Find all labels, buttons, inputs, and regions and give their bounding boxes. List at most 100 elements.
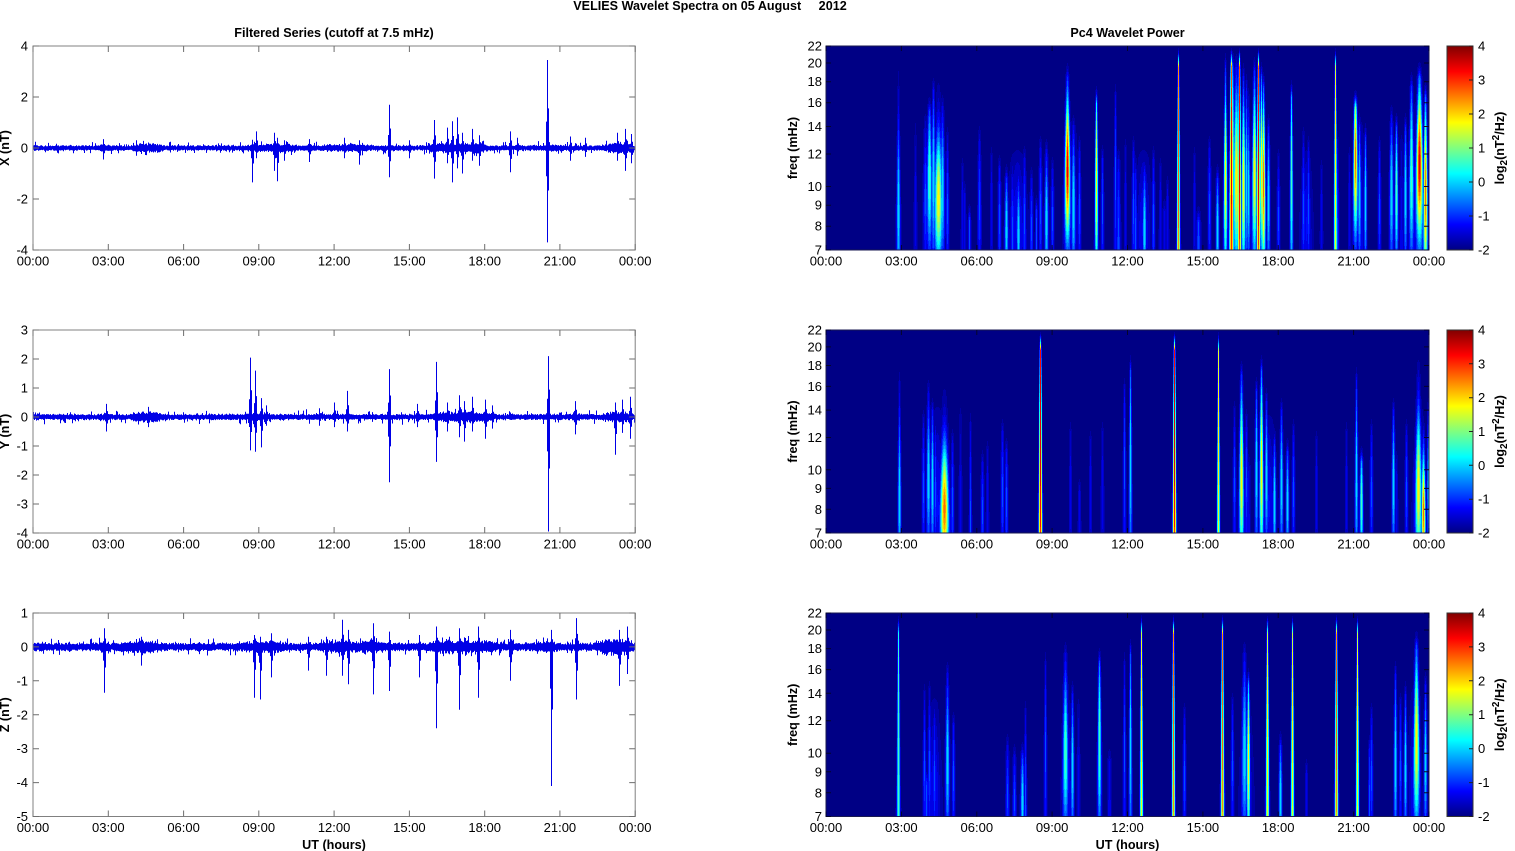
svg-text:22: 22 bbox=[808, 39, 822, 54]
svg-text:1: 1 bbox=[21, 381, 28, 396]
svg-text:-5: -5 bbox=[16, 809, 28, 824]
svg-text:12:00: 12:00 bbox=[318, 820, 351, 835]
svg-text:0: 0 bbox=[21, 410, 28, 425]
svg-text:20: 20 bbox=[808, 339, 822, 354]
svg-text:Z (nT): Z (nT) bbox=[0, 697, 12, 732]
svg-text:12: 12 bbox=[808, 430, 822, 445]
svg-text:3: 3 bbox=[1478, 639, 1485, 654]
svg-text:12:00: 12:00 bbox=[318, 254, 351, 269]
svg-text:3: 3 bbox=[1478, 73, 1485, 88]
svg-text:20: 20 bbox=[808, 623, 822, 638]
svg-text:-3: -3 bbox=[16, 497, 28, 512]
svg-text:15:00: 15:00 bbox=[1187, 820, 1220, 835]
svg-text:0: 0 bbox=[21, 639, 28, 654]
svg-text:-4: -4 bbox=[16, 526, 28, 541]
svg-text:10: 10 bbox=[808, 179, 822, 194]
svg-text:-3: -3 bbox=[16, 741, 28, 756]
svg-text:freq (mHz): freq (mHz) bbox=[786, 400, 800, 462]
svg-text:2: 2 bbox=[21, 90, 28, 105]
svg-text:15:00: 15:00 bbox=[393, 254, 426, 269]
svg-text:16: 16 bbox=[808, 379, 822, 394]
svg-text:Filtered Series (cutoff at 7.5: Filtered Series (cutoff at 7.5 mHz) bbox=[234, 26, 433, 40]
svg-text:12:00: 12:00 bbox=[318, 537, 351, 552]
svg-text:09:00: 09:00 bbox=[243, 537, 276, 552]
svg-text:06:00: 06:00 bbox=[167, 254, 200, 269]
svg-text:4: 4 bbox=[1478, 39, 1485, 54]
svg-text:00:00: 00:00 bbox=[17, 820, 50, 835]
svg-text:VELIES Wavelet Spectra on 05 A: VELIES Wavelet Spectra on 05 August 2012 bbox=[573, 0, 846, 13]
svg-text:21:00: 21:00 bbox=[544, 537, 577, 552]
svg-text:1: 1 bbox=[1478, 707, 1485, 722]
svg-text:09:00: 09:00 bbox=[243, 254, 276, 269]
svg-text:16: 16 bbox=[808, 662, 822, 677]
svg-text:Y (nT): Y (nT) bbox=[0, 414, 12, 449]
svg-text:log2(nT2/Hz): log2(nT2/Hz) bbox=[1491, 112, 1510, 185]
svg-text:00:00: 00:00 bbox=[17, 254, 50, 269]
svg-text:4: 4 bbox=[1478, 323, 1485, 338]
svg-text:14: 14 bbox=[808, 403, 822, 418]
svg-text:-1: -1 bbox=[16, 439, 28, 454]
svg-text:UT (hours): UT (hours) bbox=[302, 838, 366, 851]
svg-text:03:00: 03:00 bbox=[92, 537, 125, 552]
svg-text:2: 2 bbox=[1478, 390, 1485, 405]
svg-text:22: 22 bbox=[808, 323, 822, 338]
svg-text:7: 7 bbox=[815, 243, 822, 258]
svg-text:-2: -2 bbox=[16, 707, 28, 722]
svg-text:18: 18 bbox=[808, 641, 822, 656]
svg-text:15:00: 15:00 bbox=[1187, 537, 1220, 552]
svg-text:00:00: 00:00 bbox=[810, 537, 843, 552]
svg-text:00:00: 00:00 bbox=[619, 820, 652, 835]
svg-text:18:00: 18:00 bbox=[468, 820, 501, 835]
svg-text:14: 14 bbox=[808, 686, 822, 701]
svg-text:18:00: 18:00 bbox=[468, 254, 501, 269]
svg-text:00:00: 00:00 bbox=[810, 254, 843, 269]
svg-text:18:00: 18:00 bbox=[1262, 254, 1295, 269]
svg-text:06:00: 06:00 bbox=[167, 537, 200, 552]
svg-text:20: 20 bbox=[808, 56, 822, 71]
svg-text:2: 2 bbox=[1478, 673, 1485, 688]
svg-text:00:00: 00:00 bbox=[810, 820, 843, 835]
svg-text:15:00: 15:00 bbox=[1187, 254, 1220, 269]
svg-text:15:00: 15:00 bbox=[393, 537, 426, 552]
svg-text:18:00: 18:00 bbox=[1262, 537, 1295, 552]
svg-text:1: 1 bbox=[21, 606, 28, 621]
svg-text:-1: -1 bbox=[1478, 775, 1490, 790]
svg-text:1: 1 bbox=[1478, 141, 1485, 156]
svg-text:10: 10 bbox=[808, 462, 822, 477]
svg-text:03:00: 03:00 bbox=[92, 254, 125, 269]
svg-text:00:00: 00:00 bbox=[619, 537, 652, 552]
svg-text:-2: -2 bbox=[1478, 809, 1490, 824]
svg-text:18: 18 bbox=[808, 74, 822, 89]
svg-text:4: 4 bbox=[21, 39, 28, 54]
svg-text:00:00: 00:00 bbox=[1413, 254, 1446, 269]
svg-text:21:00: 21:00 bbox=[1337, 254, 1370, 269]
svg-text:4: 4 bbox=[1478, 606, 1485, 621]
svg-text:06:00: 06:00 bbox=[961, 254, 994, 269]
svg-text:00:00: 00:00 bbox=[17, 537, 50, 552]
svg-text:03:00: 03:00 bbox=[885, 254, 918, 269]
svg-text:8: 8 bbox=[815, 785, 822, 800]
svg-text:8: 8 bbox=[815, 502, 822, 517]
svg-text:12:00: 12:00 bbox=[1111, 537, 1144, 552]
svg-text:log2(nT2/Hz): log2(nT2/Hz) bbox=[1491, 678, 1510, 751]
svg-text:00:00: 00:00 bbox=[619, 254, 652, 269]
svg-text:3: 3 bbox=[1478, 356, 1485, 371]
svg-text:06:00: 06:00 bbox=[961, 537, 994, 552]
svg-text:03:00: 03:00 bbox=[885, 537, 918, 552]
svg-text:0: 0 bbox=[1478, 458, 1485, 473]
svg-text:18:00: 18:00 bbox=[1262, 820, 1295, 835]
svg-text:15:00: 15:00 bbox=[393, 820, 426, 835]
svg-text:12:00: 12:00 bbox=[1111, 254, 1144, 269]
svg-text:21:00: 21:00 bbox=[1337, 820, 1370, 835]
svg-text:9: 9 bbox=[815, 481, 822, 496]
svg-text:0: 0 bbox=[21, 141, 28, 156]
svg-text:-4: -4 bbox=[16, 243, 28, 258]
svg-text:21:00: 21:00 bbox=[1337, 537, 1370, 552]
svg-text:12: 12 bbox=[808, 147, 822, 162]
svg-text:21:00: 21:00 bbox=[544, 820, 577, 835]
svg-text:X (nT): X (nT) bbox=[0, 130, 12, 166]
svg-text:09:00: 09:00 bbox=[1036, 537, 1069, 552]
svg-text:-1: -1 bbox=[1478, 209, 1490, 224]
svg-text:22: 22 bbox=[808, 606, 822, 621]
svg-text:freq (mHz): freq (mHz) bbox=[786, 684, 800, 746]
